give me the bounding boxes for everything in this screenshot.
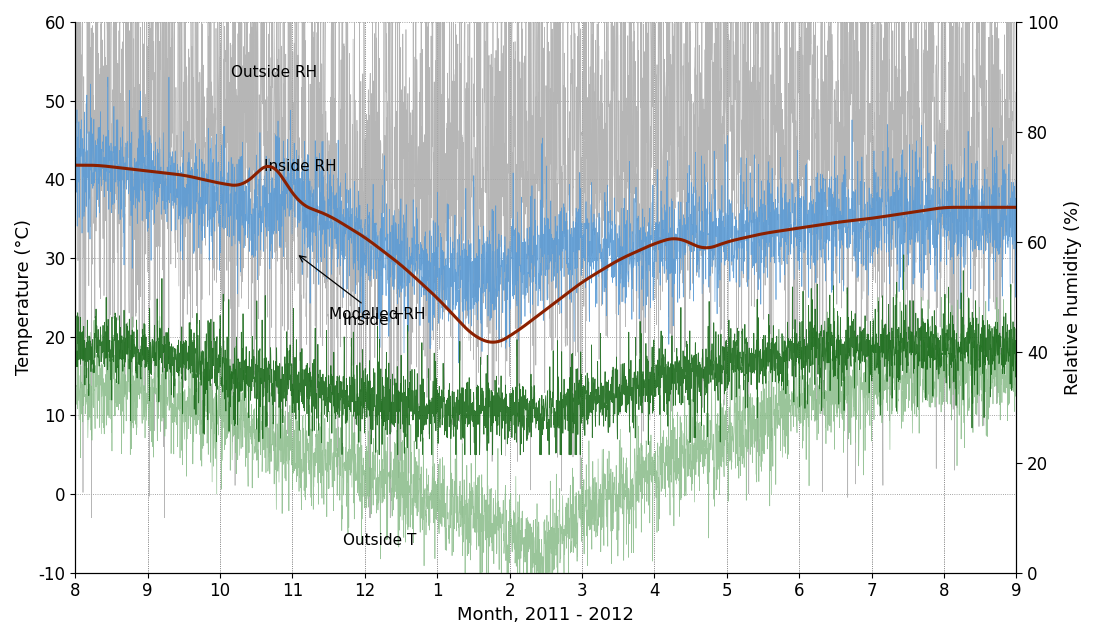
Text: Inside RH: Inside RH: [263, 158, 336, 174]
Y-axis label: Relative humidity (%): Relative humidity (%): [1064, 200, 1082, 395]
Y-axis label: Temperature (°C): Temperature (°C): [15, 219, 33, 375]
Text: Outside T: Outside T: [343, 533, 417, 548]
Text: Modelled RH: Modelled RH: [299, 256, 426, 323]
Text: Inside T: Inside T: [343, 313, 403, 328]
X-axis label: Month, 2011 - 2012: Month, 2011 - 2012: [457, 606, 634, 624]
Text: Outside RH: Outside RH: [231, 65, 317, 80]
